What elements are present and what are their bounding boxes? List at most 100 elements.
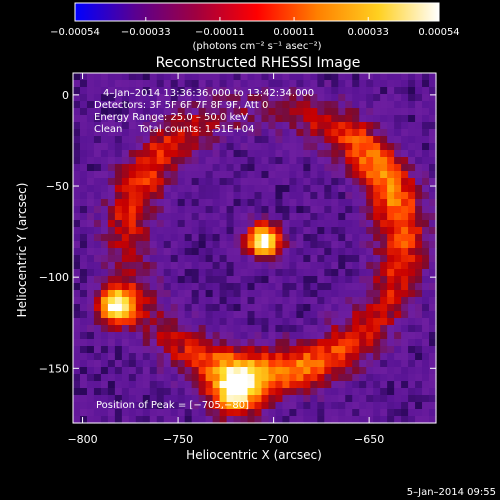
- heatmap-pixel: [380, 395, 388, 403]
- heatmap-pixel: [170, 276, 179, 284]
- heatmap-pixel: [331, 367, 339, 375]
- heatmap-pixel: [359, 164, 367, 172]
- heatmap-pixel: [177, 94, 186, 102]
- heatmap-pixel: [303, 171, 311, 179]
- heatmap-pixel: [408, 262, 416, 270]
- heatmap-pixel: [408, 283, 416, 291]
- heatmap-pixel: [317, 234, 325, 242]
- heatmap-pixel: [247, 416, 256, 424]
- heatmap-pixel: [296, 171, 304, 179]
- heatmap-pixel: [128, 241, 137, 249]
- heatmap-pixel: [142, 304, 151, 312]
- heatmap-pixel: [205, 318, 214, 326]
- heatmap-pixel: [184, 297, 193, 305]
- heatmap-pixel: [219, 360, 228, 368]
- heatmap-pixel: [394, 297, 402, 305]
- heatmap-pixel: [345, 213, 353, 221]
- heatmap-pixel: [79, 227, 88, 235]
- heatmap-pixel: [352, 402, 360, 410]
- heatmap-pixel: [261, 276, 270, 284]
- heatmap-pixel: [170, 395, 179, 403]
- heatmap-pixel: [254, 136, 263, 144]
- heatmap-pixel: [380, 101, 388, 109]
- heatmap-pixel: [289, 143, 297, 151]
- heatmap-pixel: [387, 409, 395, 417]
- heatmap-pixel: [205, 325, 214, 333]
- heatmap-pixel: [93, 353, 102, 361]
- heatmap-pixel: [401, 283, 409, 291]
- heatmap-pixel: [310, 129, 318, 137]
- heatmap-pixel: [156, 157, 165, 165]
- heatmap-pixel: [394, 73, 402, 81]
- heatmap-pixel: [331, 409, 339, 417]
- heatmap-pixel: [198, 325, 207, 333]
- heatmap-pixel: [184, 150, 193, 158]
- heatmap-pixel: [387, 248, 395, 256]
- heatmap-pixel: [359, 388, 367, 396]
- heatmap-pixel: [114, 255, 123, 263]
- heatmap-pixel: [73, 283, 81, 291]
- heatmap-pixel: [338, 283, 346, 291]
- heatmap-pixel: [401, 115, 409, 123]
- heatmap-pixel: [93, 101, 102, 109]
- heatmap-pixel: [352, 171, 360, 179]
- heatmap-pixel: [352, 150, 360, 158]
- heatmap-pixel: [121, 150, 130, 158]
- heatmap-pixel: [156, 199, 165, 207]
- heatmap-pixel: [247, 318, 256, 326]
- heatmap-pixel: [324, 262, 332, 270]
- heatmap-pixel: [86, 262, 95, 270]
- heatmap-pixel: [142, 388, 151, 396]
- heatmap-pixel: [212, 325, 221, 333]
- heatmap-pixel: [170, 220, 179, 228]
- heatmap-pixel: [240, 234, 249, 242]
- heatmap-pixel: [170, 157, 179, 165]
- heatmap-pixel: [226, 388, 235, 396]
- heatmap-pixel: [191, 115, 200, 123]
- heatmap-pixel: [394, 206, 402, 214]
- heatmap-pixel: [142, 101, 151, 109]
- heatmap-pixel: [254, 290, 263, 298]
- heatmap-pixel: [128, 73, 137, 81]
- heatmap-pixel: [226, 339, 235, 347]
- heatmap-pixel: [114, 241, 123, 249]
- heatmap-pixel: [296, 150, 304, 158]
- heatmap-pixel: [415, 73, 423, 81]
- heatmap-pixel: [366, 409, 374, 417]
- heatmap-pixel: [73, 185, 81, 193]
- heatmap-pixel: [254, 94, 263, 102]
- heatmap-pixel: [268, 409, 277, 417]
- heatmap-pixel: [191, 304, 200, 312]
- heatmap-pixel: [163, 311, 172, 319]
- heatmap-pixel: [380, 339, 388, 347]
- heatmap-pixel: [149, 143, 158, 151]
- heatmap-pixel: [373, 241, 381, 249]
- heatmap-pixel: [156, 87, 165, 95]
- heatmap-pixel: [310, 409, 318, 417]
- heatmap-pixel: [429, 234, 437, 242]
- heatmap-pixel: [226, 73, 235, 81]
- heatmap-pixel: [254, 115, 263, 123]
- heatmap-pixel: [331, 416, 339, 424]
- heatmap-pixel: [114, 381, 123, 389]
- heatmap-pixel: [394, 416, 402, 424]
- heatmap-pixel: [212, 157, 221, 165]
- heatmap-pixel: [317, 360, 325, 368]
- heatmap-pixel: [380, 164, 388, 172]
- heatmap-pixel: [184, 311, 193, 319]
- heatmap-pixel: [149, 101, 158, 109]
- heatmap-pixel: [73, 213, 81, 221]
- heatmap-pixel: [135, 276, 144, 284]
- heatmap-pixel: [303, 346, 311, 354]
- heatmap-pixel: [415, 325, 423, 333]
- heatmap-pixel: [219, 276, 228, 284]
- heatmap-pixel: [408, 164, 416, 172]
- heatmap-pixel: [107, 318, 116, 326]
- heatmap-pixel: [408, 241, 416, 249]
- heatmap-pixel: [401, 416, 409, 424]
- heatmap-pixel: [233, 171, 242, 179]
- heatmap-pixel: [240, 311, 249, 319]
- heatmap-pixel: [331, 227, 339, 235]
- heatmap-pixel: [128, 276, 137, 284]
- heatmap-pixel: [275, 353, 284, 361]
